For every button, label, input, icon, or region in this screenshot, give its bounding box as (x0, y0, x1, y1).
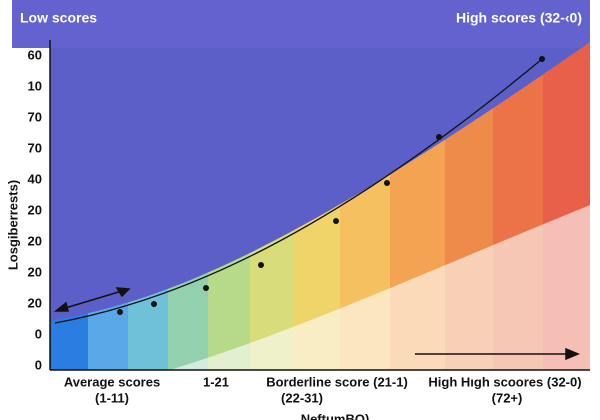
y-tick-label: 10 (28, 78, 42, 93)
x-label: (1-11) (95, 390, 129, 405)
x-label: 1-21 (203, 374, 229, 389)
x-label: Borderline score (21-1) (266, 374, 408, 389)
trend-curve (54, 58, 543, 324)
x-label: High Hıgh scoores (32-0) (428, 374, 581, 389)
y-tick-label: 70 (28, 109, 42, 124)
y-tick-label: 60 (28, 47, 42, 62)
point (384, 180, 390, 186)
x-label: Average scores (64, 374, 160, 389)
arrows (53, 287, 580, 361)
y-tick-label: 20 (28, 264, 42, 279)
y-tick-label: 0 (35, 357, 42, 372)
double-arrow (61, 290, 123, 310)
x-label: (72+) (492, 390, 523, 405)
point (436, 134, 442, 140)
lower-region (170, 205, 590, 370)
point (203, 285, 209, 291)
point (333, 218, 339, 224)
y-axis-title: Losgiberrests) (5, 180, 20, 270)
arrow-heads (53, 287, 131, 312)
point (151, 301, 157, 307)
x-label: (22-31) (281, 390, 323, 405)
header-left: Low scores (20, 10, 97, 26)
curve-points (117, 56, 545, 315)
y-tick-label: 20 (28, 233, 42, 248)
y-tick-label: 20 (28, 202, 42, 217)
x-axis-title: NeftumBO) (301, 411, 370, 420)
y-tick-label: 70 (28, 140, 42, 155)
point (258, 262, 264, 268)
y-tick-label: 0 (35, 326, 42, 341)
point (539, 56, 545, 62)
arrow-head (565, 347, 580, 361)
y-tick-labels: 60 10 70 70 40 20 20 20 20 0 0 (28, 47, 42, 372)
point (117, 309, 123, 315)
header-band (12, 0, 590, 48)
y-tick-label: 20 (28, 295, 42, 310)
header-right: High scores (32-‹0) (456, 10, 582, 26)
y-tick-label: 40 (28, 171, 42, 186)
